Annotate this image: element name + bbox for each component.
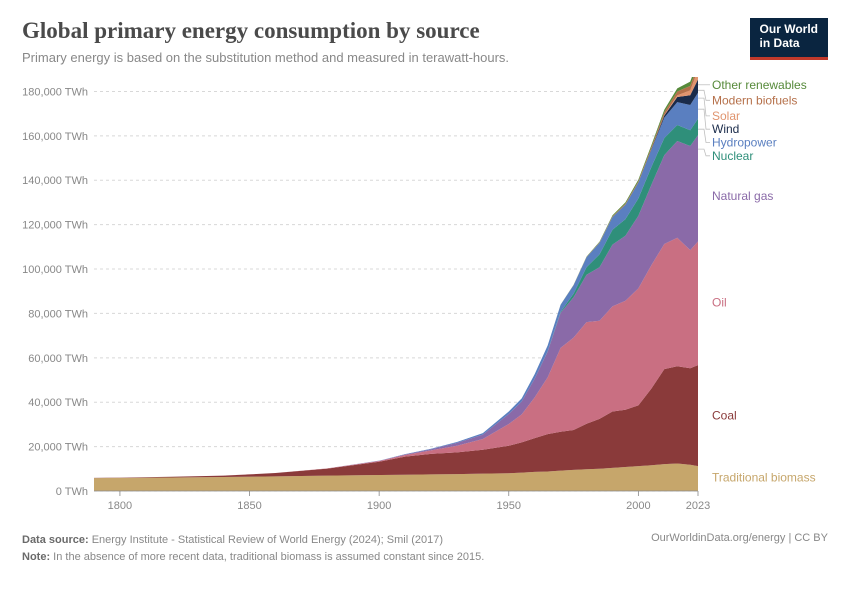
- data-source-line: Data source: Energy Institute - Statisti…: [22, 532, 484, 549]
- note-line: Note: In the absence of more recent data…: [22, 549, 484, 566]
- footer-left: Data source: Energy Institute - Statisti…: [22, 532, 484, 565]
- x-tick-label: 1850: [237, 500, 261, 512]
- x-tick-label: 1900: [367, 500, 391, 512]
- source-label: Data source:: [22, 534, 89, 546]
- y-tick-label: 160,000 TWh: [22, 131, 88, 143]
- series-label-solar: Solar: [712, 109, 740, 123]
- logo-line-1: Our World: [760, 23, 818, 37]
- note-label: Note:: [22, 551, 50, 563]
- series-label-other-renewables: Other renewables: [712, 78, 807, 92]
- y-tick-label: 120,000 TWh: [22, 220, 88, 232]
- header: Global primary energy consumption by sou…: [22, 18, 828, 65]
- y-tick-label: 0 TWh: [56, 486, 88, 498]
- source-text: Energy Institute - Statistical Review of…: [89, 534, 443, 546]
- y-tick-label: 140,000 TWh: [22, 175, 88, 187]
- y-tick-label: 100,000 TWh: [22, 264, 88, 276]
- leader-line: [698, 129, 710, 142]
- chart-area: 0 TWh 20,000 TWh 40,000 TWh 60,000 TWh 80,00…: [22, 77, 828, 522]
- stacked-area-chart: 0 TWh 20,000 TWh 40,000 TWh 60,000 TWh 80,00…: [22, 77, 828, 517]
- series-label-natural-gas: Natural gas: [712, 189, 773, 203]
- leader-line: [698, 109, 710, 129]
- titles: Global primary energy consumption by sou…: [22, 18, 750, 65]
- y-tick-label: 40,000 TWh: [28, 397, 88, 409]
- x-tick-label: 1950: [497, 500, 521, 512]
- x-tick-label: 2023: [686, 500, 710, 512]
- chart-title: Global primary energy consumption by sou…: [22, 18, 750, 44]
- attribution: OurWorldinData.org/energy | CC BY: [651, 532, 828, 544]
- series-label-modern-biofuels: Modern biofuels: [712, 93, 797, 107]
- series-label-wind: Wind: [712, 122, 739, 136]
- chart-container: Global primary energy consumption by sou…: [0, 0, 850, 600]
- series-label-nuclear: Nuclear: [712, 149, 753, 163]
- series-label-hydropower: Hydropower: [712, 135, 777, 149]
- y-tick-label: 80,000 TWh: [28, 308, 88, 320]
- logo-line-2: in Data: [760, 37, 818, 51]
- series-label-coal: Coal: [712, 409, 737, 423]
- note-text: In the absence of more recent data, trad…: [50, 551, 484, 563]
- chart-subtitle: Primary energy is based on the substitut…: [22, 50, 750, 65]
- series-label-oil: Oil: [712, 295, 727, 309]
- footer: Data source: Energy Institute - Statisti…: [22, 532, 828, 565]
- y-tick-label: 20,000 TWh: [28, 442, 88, 454]
- owid-logo: Our World in Data: [750, 18, 828, 60]
- series-label-traditional-biomass: Traditional biomass: [712, 471, 816, 485]
- x-tick-label: 2000: [626, 500, 650, 512]
- leader-line: [698, 149, 710, 156]
- y-tick-label: 60,000 TWh: [28, 353, 88, 365]
- y-tick-label: 180,000 TWh: [22, 86, 88, 98]
- x-tick-label: 1800: [108, 500, 132, 512]
